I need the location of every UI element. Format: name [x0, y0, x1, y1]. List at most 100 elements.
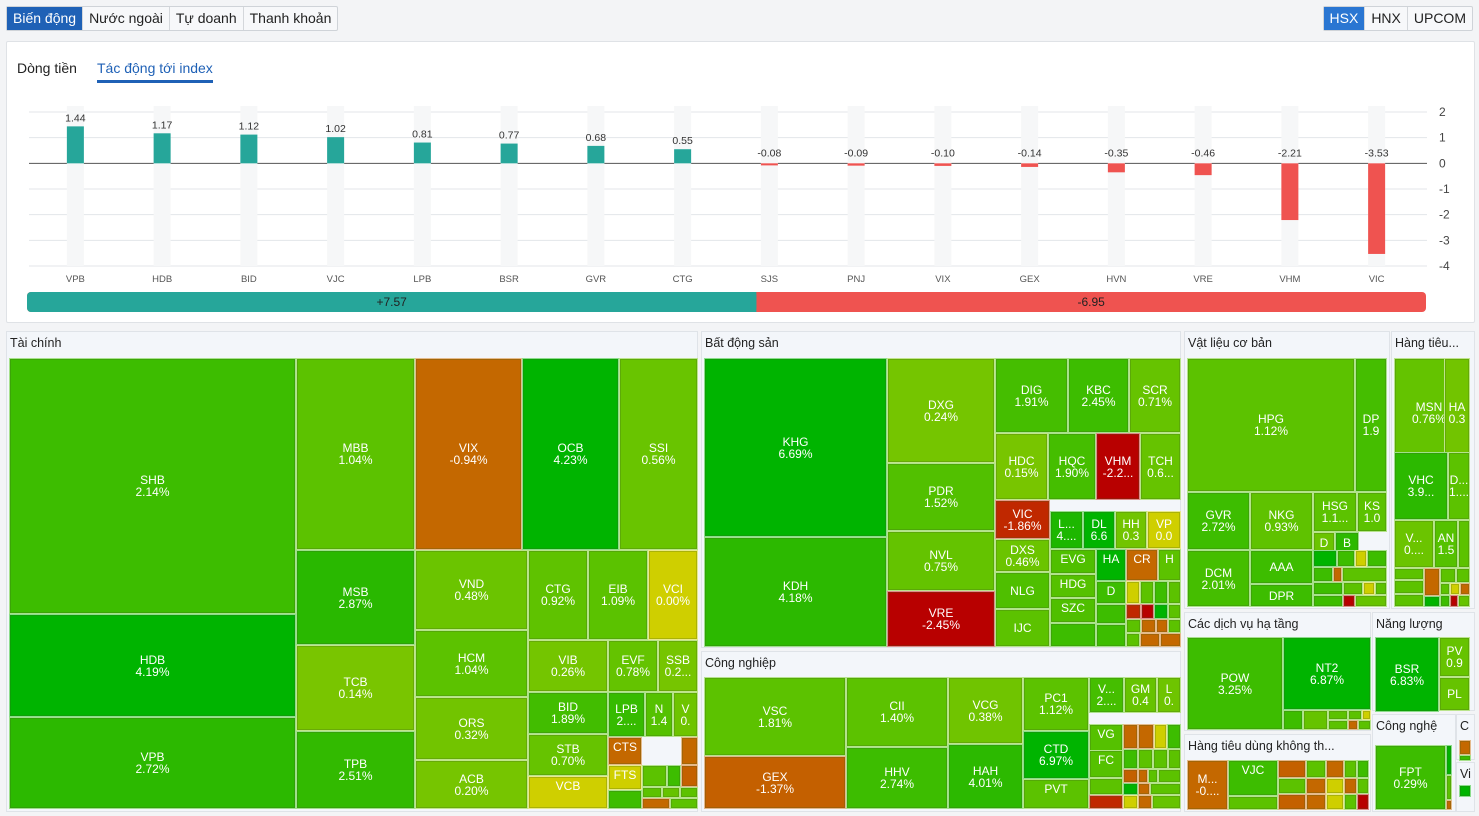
treemap-cell-small[interactable] — [1394, 580, 1424, 594]
treemap-cell-small[interactable] — [1328, 720, 1348, 730]
treemap-cell[interactable]: D... 1.... — [1448, 452, 1470, 520]
treemap-cell[interactable]: CTD 6.97% — [1023, 731, 1089, 779]
treemap-cell[interactable]: DP 1.9 — [1355, 358, 1387, 492]
treemap-cell-small[interactable] — [1138, 724, 1154, 749]
treemap-cell-small[interactable] — [1446, 800, 1452, 810]
treemap-cell[interactable]: BID 1.89% — [528, 692, 608, 734]
treemap-cell[interactable]: DCM 2.01% — [1187, 550, 1250, 607]
treemap-cell[interactable]: NLG — [995, 572, 1050, 609]
treemap-cell[interactable]: DXG 0.24% — [887, 358, 995, 463]
treemap-cell-small[interactable] — [1424, 596, 1440, 607]
treemap-cell-small[interactable] — [642, 787, 662, 798]
treemap-cell-small[interactable] — [1126, 633, 1140, 647]
treemap-cell-small[interactable] — [1278, 760, 1306, 778]
treemap-cell[interactable]: N 1.4 — [645, 692, 673, 737]
treemap-cell-small[interactable] — [1167, 724, 1181, 749]
treemap-cell-small[interactable] — [1138, 769, 1148, 783]
treemap-cell-small[interactable] — [681, 737, 698, 765]
treemap-cell[interactable]: VND 0.48% — [415, 550, 528, 630]
treemap-cell[interactable]: OCB 4.23% — [522, 358, 619, 550]
treemap-cell-small[interactable] — [1126, 619, 1141, 633]
treemap-cell[interactable]: KBC 2.45% — [1068, 358, 1129, 433]
treemap-cell-small[interactable] — [1355, 550, 1367, 567]
treemap-cell-small[interactable] — [1348, 710, 1362, 720]
treemap-cell-small[interactable] — [1394, 568, 1424, 580]
treemap-cell[interactable]: HHV 2.74% — [846, 747, 948, 809]
treemap-cell-small[interactable] — [1440, 568, 1456, 583]
treemap-cell-small[interactable] — [1096, 604, 1126, 624]
treemap-cell[interactable]: VSC 1.81% — [704, 677, 846, 756]
treemap-cell[interactable]: VHC 3.9... — [1394, 452, 1448, 520]
treemap-cell[interactable]: PDR 1.52% — [887, 463, 995, 531]
treemap-cell-small[interactable] — [1306, 760, 1326, 778]
treemap-cell[interactable]: PV 0.9 — [1439, 637, 1470, 677]
treemap-cell[interactable]: L 0. — [1157, 677, 1181, 713]
treemap-cell[interactable]: VJC — [1228, 760, 1278, 796]
treemap-cell[interactable]: GM 0.4 — [1124, 677, 1157, 713]
treemap-cell-small[interactable] — [1394, 594, 1424, 607]
treemap-cell-small[interactable] — [1096, 624, 1126, 647]
treemap-cell[interactable]: HQC 1.90% — [1048, 433, 1096, 500]
treemap-cell[interactable]: TCH 0.6... — [1140, 433, 1181, 500]
treemap-cell-small[interactable] — [1153, 749, 1168, 769]
tab-tu-doanh[interactable]: Tự doanh — [170, 7, 244, 30]
treemap-cell-small[interactable] — [1313, 582, 1343, 595]
treemap-cell-small[interactable] — [1440, 583, 1450, 595]
treemap-cell-small[interactable] — [1123, 795, 1138, 809]
treemap-cell[interactable]: HDB 4.19% — [9, 614, 296, 717]
treemap-cell-small[interactable] — [1278, 778, 1306, 794]
treemap-cell-small[interactable] — [1141, 619, 1156, 633]
tab-nuoc-ngoai[interactable]: Nước ngoài — [83, 7, 170, 30]
treemap-cell-small[interactable] — [1333, 567, 1342, 582]
treemap-cell[interactable]: EVF 0.78% — [608, 640, 658, 692]
treemap-cell-small[interactable] — [1450, 583, 1460, 595]
treemap-cell[interactable]: H — [1158, 549, 1181, 581]
treemap-cell[interactable]: DXS 0.46% — [995, 539, 1050, 572]
treemap-cell-small[interactable] — [1344, 794, 1357, 810]
treemap-cell[interactable]: HA 0.3 — [1444, 358, 1470, 468]
treemap-cell[interactable]: IJC — [995, 609, 1050, 647]
treemap-cell[interactable]: SHB 2.14% — [9, 358, 296, 614]
treemap-cell[interactable]: KDH 4.18% — [704, 537, 887, 647]
treemap-cell[interactable]: ORS 0.32% — [415, 697, 528, 760]
treemap-cell-small[interactable] — [1123, 783, 1138, 795]
treemap-cell-small[interactable] — [1367, 550, 1387, 567]
treemap-cell-small[interactable] — [1313, 595, 1343, 607]
treemap-cell[interactable]: VCI 0.00% — [648, 550, 698, 640]
treemap-cell[interactable]: VCB — [528, 776, 608, 809]
treemap-cell[interactable]: PC1 1.12% — [1023, 677, 1089, 731]
treemap-cell-small[interactable] — [1148, 769, 1158, 783]
treemap-cell-small[interactable] — [1168, 749, 1181, 769]
treemap-cell[interactable]: VPB 2.72% — [9, 717, 296, 809]
treemap-cell-small[interactable] — [1328, 710, 1348, 720]
treemap-cell-small[interactable] — [1228, 796, 1278, 810]
treemap-cell-small[interactable] — [1357, 778, 1369, 794]
treemap-cell-small[interactable] — [1343, 595, 1355, 607]
treemap-cell-small[interactable] — [1138, 795, 1152, 809]
treemap-cell[interactable]: HA — [1096, 549, 1126, 581]
treemap-cell[interactable]: MBB 1.04% — [296, 358, 415, 550]
treemap-cell[interactable]: FPT 0.29% — [1375, 745, 1446, 810]
treemap-cell[interactable]: EVG — [1050, 549, 1096, 574]
treemap-cell[interactable]: DIG 1.91% — [995, 358, 1068, 433]
treemap-cell-small[interactable] — [1326, 760, 1344, 778]
treemap-cell-small[interactable] — [1150, 783, 1181, 795]
treemap-cell-small[interactable] — [608, 790, 642, 809]
treemap-cell-small[interactable] — [1138, 783, 1150, 795]
treemap-cell[interactable]: PVT — [1023, 779, 1089, 809]
treemap-cell-small[interactable] — [1459, 740, 1471, 755]
treemap-cell-small[interactable] — [1459, 755, 1471, 761]
subtab-tac-dong-index[interactable]: Tác động tới index — [97, 60, 213, 83]
treemap-cell[interactable]: HH 0.3 — [1115, 511, 1147, 549]
treemap-cell-small[interactable] — [1313, 567, 1333, 582]
treemap-cell[interactable]: VIX -0.94% — [415, 358, 522, 550]
treemap-cell[interactable]: NT2 6.87% — [1283, 637, 1371, 710]
treemap-cell-small[interactable] — [1089, 778, 1123, 795]
treemap-cell[interactable]: CTG 0.92% — [528, 550, 588, 640]
tab-thanh-khoan[interactable]: Thanh khoản — [249, 10, 332, 26]
treemap-cell-small[interactable] — [1158, 769, 1181, 783]
treemap-cell-small[interactable] — [1283, 710, 1303, 730]
treemap-cell-small[interactable] — [1363, 582, 1375, 595]
treemap-cell[interactable]: FTS — [608, 765, 642, 790]
treemap-cell[interactable]: VHM -2.2... — [1096, 433, 1140, 500]
